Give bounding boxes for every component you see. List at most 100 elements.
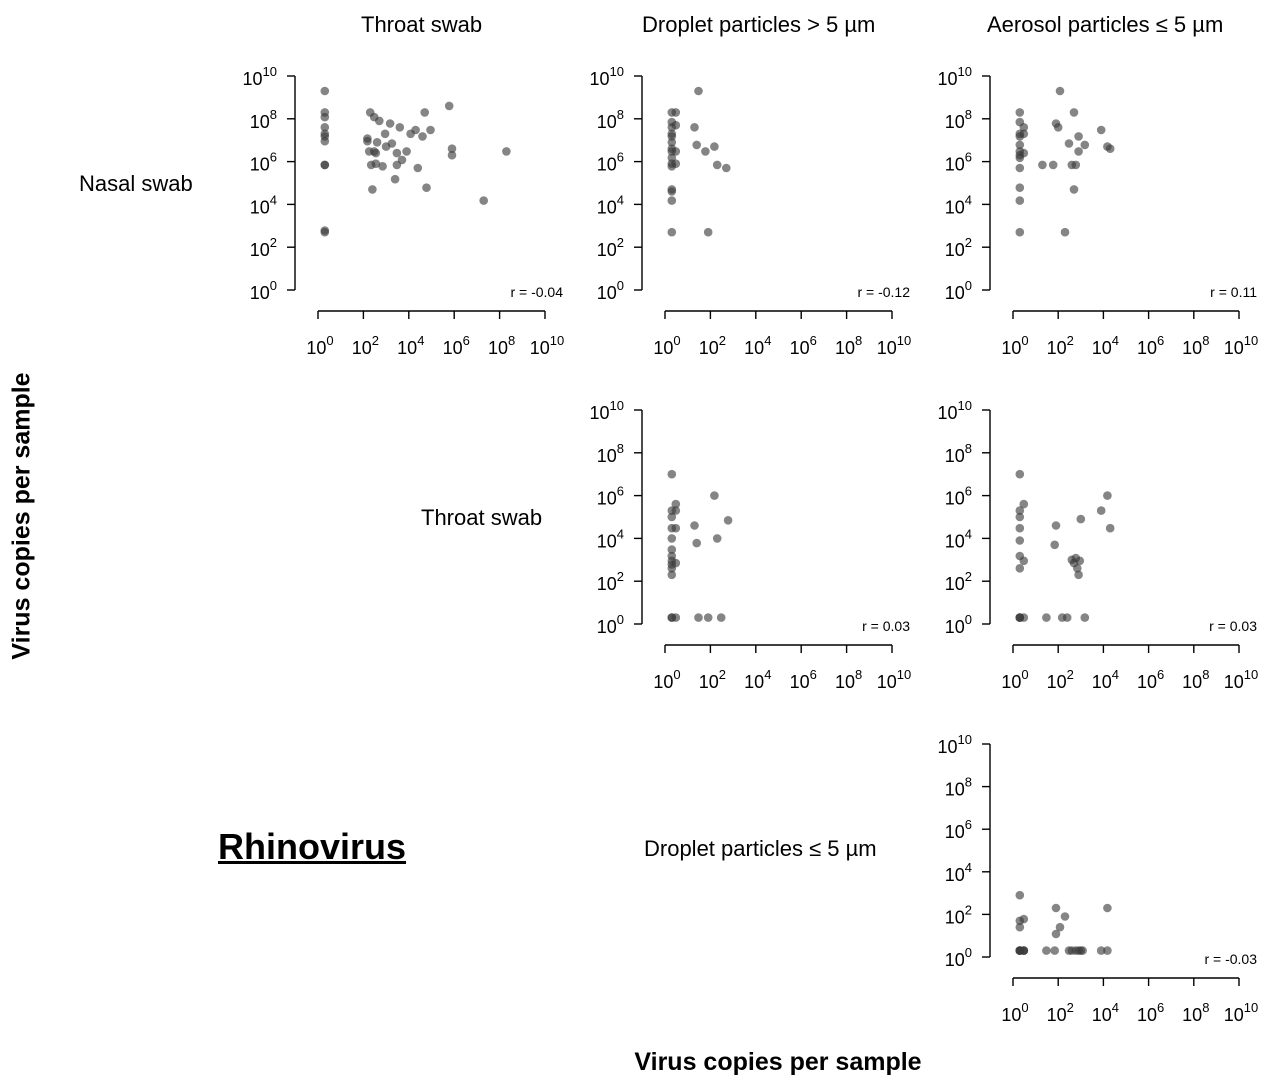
data-point xyxy=(1019,613,1029,622)
data-point xyxy=(722,163,731,173)
data-point xyxy=(402,147,411,156)
y-tick-label: 100 xyxy=(945,612,972,637)
y-tick-label: 100 xyxy=(945,278,972,303)
data-point xyxy=(1103,903,1112,913)
data-point xyxy=(1055,922,1065,932)
data-point xyxy=(1050,946,1059,955)
data-point xyxy=(671,558,681,568)
y-tick-label: 1010 xyxy=(938,732,973,757)
y-tick-label: 1010 xyxy=(590,398,625,423)
data-point xyxy=(1096,125,1106,135)
data-point xyxy=(1015,227,1025,237)
y-tick-label: 1010 xyxy=(590,64,625,89)
data-point xyxy=(667,469,677,479)
data-point xyxy=(671,523,681,533)
x-tick-label: 102 xyxy=(1047,1000,1074,1025)
x-tick-label: 102 xyxy=(699,667,726,692)
data-point xyxy=(1105,523,1115,533)
data-point xyxy=(1073,564,1082,573)
y-tick-label: 104 xyxy=(945,192,972,217)
x-tick-label: 102 xyxy=(352,333,379,358)
y-tick-label: 106 xyxy=(597,150,624,175)
data-point xyxy=(667,132,677,141)
correlation-label: r = 0.03 xyxy=(862,618,910,634)
data-point xyxy=(1051,521,1061,530)
x-tick-label: 106 xyxy=(1137,1000,1164,1025)
y-tick-label: 104 xyxy=(945,526,972,551)
y-tick-label: 102 xyxy=(250,235,277,260)
y-tick-label: 108 xyxy=(250,107,277,132)
y-tick-label: 108 xyxy=(945,775,972,800)
y-tick-label: 1010 xyxy=(938,64,973,89)
data-point xyxy=(378,162,387,171)
data-point xyxy=(667,138,677,147)
x-tick-label: 104 xyxy=(1092,667,1119,692)
data-point xyxy=(413,163,423,173)
data-point xyxy=(1080,613,1090,622)
x-tick-label: 102 xyxy=(1047,333,1074,358)
data-point xyxy=(1015,922,1025,932)
data-point xyxy=(1015,108,1025,117)
data-point xyxy=(418,132,427,141)
data-point xyxy=(671,159,681,168)
data-point xyxy=(320,112,330,122)
y-tick-label: 102 xyxy=(945,235,972,260)
data-point xyxy=(1074,132,1083,141)
data-point xyxy=(690,521,699,530)
data-point xyxy=(712,160,722,170)
data-point xyxy=(667,227,677,237)
x-tick-label: 1010 xyxy=(877,667,912,692)
data-point xyxy=(411,125,420,135)
data-point xyxy=(1015,523,1025,533)
data-point xyxy=(1075,556,1085,566)
data-point xyxy=(692,538,701,548)
data-point xyxy=(667,196,677,205)
virus-name-title: Rhinovirus xyxy=(218,826,407,867)
data-point xyxy=(1096,946,1106,955)
data-point xyxy=(1019,946,1029,955)
data-point xyxy=(397,155,407,165)
data-point xyxy=(692,140,701,150)
data-point xyxy=(1055,86,1065,96)
data-point xyxy=(690,123,699,132)
data-point xyxy=(479,196,489,205)
x-tick-label: 100 xyxy=(306,333,333,358)
x-tick-label: 104 xyxy=(744,667,771,692)
panel-5: 100 102 104 106 108 1010 100 102 104 106 108 1010 r … xyxy=(938,398,1259,692)
data-point xyxy=(712,534,722,543)
data-point xyxy=(1062,613,1072,622)
data-point xyxy=(671,499,681,509)
x-tick-label: 100 xyxy=(1001,333,1028,358)
y-tick-label: 102 xyxy=(597,569,624,594)
correlation-label: r = -0.12 xyxy=(857,284,910,300)
data-point xyxy=(426,125,435,135)
y-tick-label: 108 xyxy=(945,441,972,466)
x-tick-label: 106 xyxy=(790,333,817,358)
data-point xyxy=(1015,564,1025,573)
x-tick-label: 106 xyxy=(443,333,470,358)
data-point xyxy=(1015,506,1025,515)
data-point xyxy=(671,506,681,515)
data-point xyxy=(371,159,381,168)
panel-1: 100 102 104 106 108 1010 100 102 104 106 108 1010 r … xyxy=(243,64,565,358)
data-point xyxy=(667,185,677,194)
row-title-nasal-swab: Nasal swab xyxy=(79,171,193,196)
data-point xyxy=(667,534,677,543)
x-tick-label: 102 xyxy=(699,333,726,358)
correlation-label: r = -0.03 xyxy=(1204,951,1257,967)
data-point xyxy=(671,147,681,156)
data-point xyxy=(320,136,330,146)
x-tick-label: 1010 xyxy=(1224,1000,1259,1025)
x-tick-label: 108 xyxy=(488,333,515,358)
data-point xyxy=(1015,536,1025,545)
data-point xyxy=(667,512,677,522)
data-point xyxy=(1051,903,1061,913)
x-tick-label: 108 xyxy=(1182,1000,1209,1025)
data-point xyxy=(390,174,400,184)
data-point xyxy=(671,120,681,130)
y-tick-label: 1010 xyxy=(243,64,278,89)
data-point xyxy=(320,123,330,132)
data-point xyxy=(320,226,330,235)
data-point xyxy=(1042,613,1051,622)
